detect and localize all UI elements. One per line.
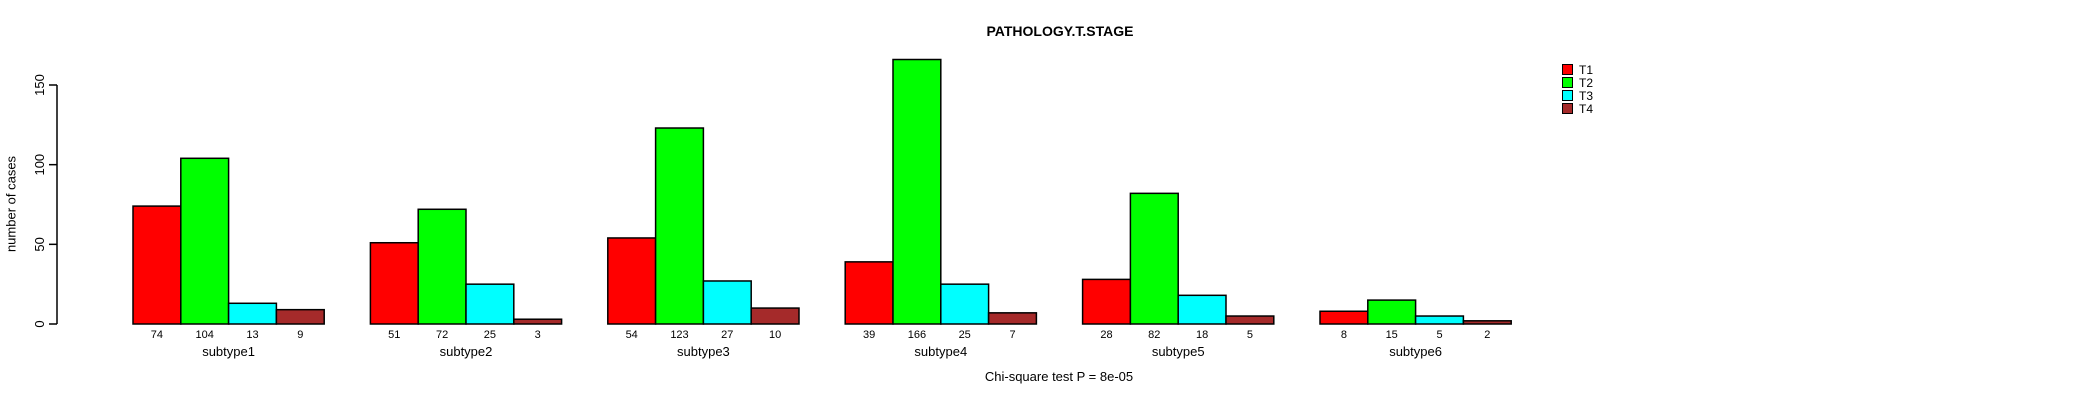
bar-value-label: 5	[1247, 329, 1253, 341]
bar-subtype4-T3	[940, 283, 990, 325]
bar-subtype1-T3	[227, 302, 278, 325]
legend-item-T1: T1	[1562, 62, 1594, 77]
category-label-subtype2: subtype2	[440, 344, 493, 359]
y-tick-label: 50	[32, 237, 47, 251]
legend-swatch-T2	[1562, 77, 1573, 88]
bar-subtype3-T3	[702, 280, 752, 325]
bar-value-label: 7	[1009, 329, 1015, 341]
bar-value-label: 27	[721, 329, 733, 341]
legend-item-T3: T3	[1562, 88, 1594, 103]
legend-label: T4	[1579, 101, 1594, 116]
bar-subtype3-T4	[750, 307, 800, 325]
bar-value-label: 9	[297, 329, 303, 341]
legend-label: T3	[1579, 88, 1594, 103]
bar-subtype6-T3	[1414, 315, 1465, 325]
chi-square-caption: Chi-square test P = 8e-05	[984, 369, 1134, 384]
bar-subtype2-T4	[513, 318, 563, 325]
bar-subtype2-T2	[417, 208, 467, 325]
bar-subtype1-T2	[180, 157, 230, 325]
bar-value-label: 3	[535, 329, 541, 341]
category-label-subtype3: subtype3	[677, 344, 730, 359]
bar-subtype5-T4	[1225, 315, 1275, 325]
bar-subtype3-T1	[607, 237, 657, 325]
bar-subtype2-T1	[369, 241, 419, 325]
bar-value-label: 123	[670, 329, 688, 341]
bar-value-label: 104	[196, 329, 214, 341]
bar-value-label: 18	[1196, 329, 1208, 341]
legend-label: T1	[1579, 62, 1594, 77]
bar-value-label: 8	[1341, 329, 1347, 341]
legend-swatch-T1	[1562, 64, 1573, 75]
bar-value-label: 10	[769, 329, 781, 341]
bar-subtype2-T3	[465, 283, 515, 325]
bar-value-label: 82	[1148, 329, 1160, 341]
category-label-subtype6: subtype6	[1389, 344, 1442, 359]
bar-subtype5-T1	[1081, 278, 1132, 325]
bar-subtype5-T2	[1129, 192, 1179, 325]
legend-swatch-T3	[1562, 90, 1573, 101]
bar-subtype6-T2	[1367, 299, 1417, 325]
category-label-subtype1: subtype1	[202, 344, 255, 359]
legend-swatch-T4	[1562, 103, 1573, 114]
legend-item-T2: T2	[1562, 75, 1594, 90]
bar-value-label: 51	[388, 329, 400, 341]
bar-subtype3-T2	[654, 127, 705, 325]
category-label-subtype5: subtype5	[1152, 344, 1205, 359]
legend-label: T2	[1579, 75, 1594, 90]
bar-value-label: 15	[1386, 329, 1398, 341]
y-axis-label: number of cases	[3, 155, 19, 253]
bar-subtype6-T4	[1462, 320, 1512, 325]
legend: T1 T2 T3 T4	[1562, 62, 1594, 116]
bar-value-label: 54	[626, 329, 638, 341]
bar-value-label: 25	[959, 329, 971, 341]
y-tick-label: 150	[32, 74, 47, 96]
bar-value-label: 39	[863, 329, 875, 341]
bar-value-label: 13	[246, 329, 258, 341]
bar-value-label: 5	[1436, 329, 1442, 341]
bar-subtype1-T4	[275, 308, 325, 325]
bar-value-label: 74	[151, 329, 163, 341]
y-tick-label: 0	[32, 320, 47, 327]
bar-value-label: 2	[1484, 329, 1490, 341]
chart-title: PATHOLOGY.T.STAGE	[986, 23, 1134, 39]
category-label-subtype4: subtype4	[914, 344, 967, 359]
legend-item-T4: T4	[1562, 101, 1594, 116]
bar-subtype5-T3	[1177, 294, 1227, 325]
bar-subtype4-T2	[892, 58, 942, 325]
bar-subtype4-T4	[987, 312, 1038, 325]
bar-subtype1-T1	[132, 205, 182, 325]
bar-value-label: 25	[484, 329, 496, 341]
y-tick-label: 100	[32, 154, 47, 176]
bar-value-label: 166	[908, 329, 926, 341]
bar-value-label: 72	[436, 329, 448, 341]
bar-value-label: 28	[1100, 329, 1112, 341]
bar-subtype6-T1	[1319, 310, 1369, 325]
bar-subtype4-T1	[844, 261, 894, 325]
